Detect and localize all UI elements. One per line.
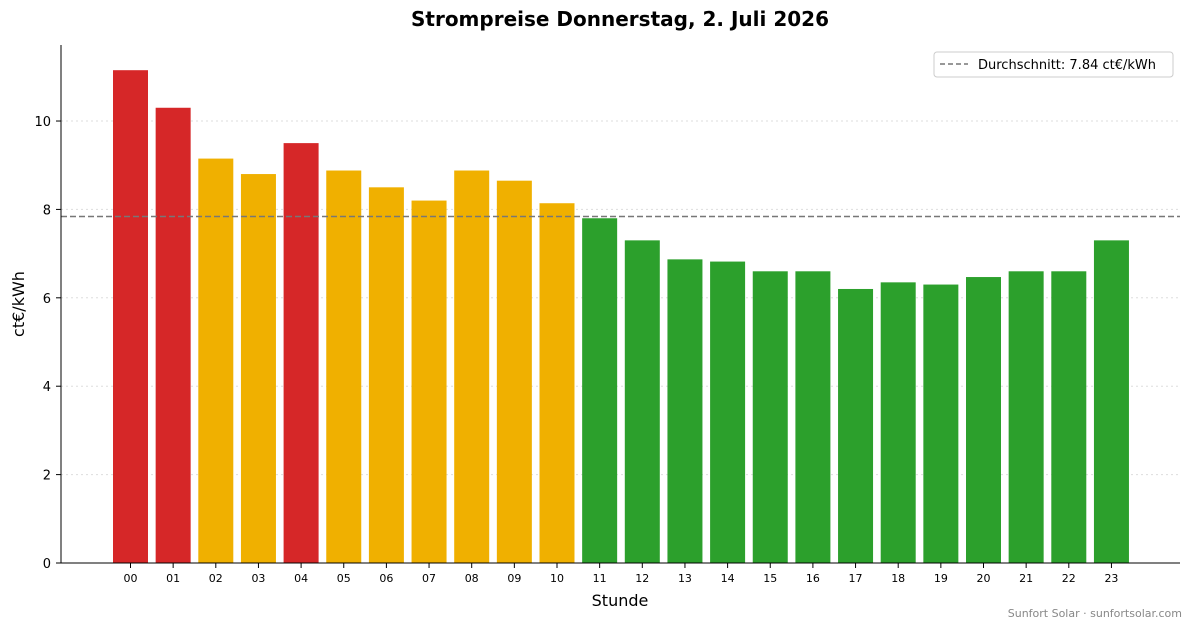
x-tick-label: 03 (251, 572, 265, 585)
x-tick-label: 07 (422, 572, 436, 585)
bar-hour-04 (283, 143, 319, 564)
legend-box (933, 51, 1174, 78)
bar-hour-01 (155, 107, 191, 563)
bar-hour-23 (1093, 240, 1129, 563)
y-tick-label: 0 (43, 557, 51, 572)
bar-hour-13 (667, 259, 703, 563)
bar-hour-17 (838, 288, 874, 563)
x-tick-label: 18 (891, 572, 905, 585)
x-tick-label: 20 (977, 572, 991, 585)
bar-hour-10 (539, 203, 575, 563)
x-tick-label: 13 (678, 572, 692, 585)
x-tick-label: 09 (507, 572, 521, 585)
y-tick-label: 10 (34, 115, 51, 130)
bar-hour-21 (1008, 271, 1044, 563)
bar-hour-00 (113, 70, 148, 563)
x-tick-label: 15 (763, 572, 777, 585)
y-tick-label: 4 (43, 380, 51, 395)
bar-hour-15 (752, 271, 788, 563)
x-tick-label: 06 (379, 572, 393, 585)
bar-hour-18 (880, 282, 916, 563)
bar-hour-07 (411, 200, 447, 564)
bar-hour-02 (198, 158, 234, 563)
bars-layer (113, 70, 1129, 564)
x-tick-label: 02 (209, 572, 223, 585)
bar-hour-06 (368, 187, 404, 563)
bar-hour-12 (624, 240, 660, 563)
x-tick-label: 11 (593, 572, 607, 585)
bar-hour-09 (496, 180, 532, 563)
legend: Durchschnitt: 7.84 ct€/kWh (933, 51, 1174, 78)
bar-hour-20 (966, 277, 1001, 563)
footer-credit: Sunfort Solar · sunfortsolar.com (1008, 607, 1182, 620)
x-tick-label: 01 (166, 572, 180, 585)
x-tick-label: 05 (337, 572, 351, 585)
x-tick-label: 22 (1062, 572, 1076, 585)
x-tick-label: 04 (294, 572, 308, 585)
x-tick-label: 16 (806, 572, 820, 585)
bar-hour-05 (326, 170, 362, 563)
x-tick-label: 19 (934, 572, 948, 585)
y-tick-label: 8 (43, 203, 51, 218)
bar-hour-03 (240, 174, 276, 563)
bar-hour-11 (582, 218, 618, 563)
x-tick-label: 10 (550, 572, 564, 585)
x-tick-label: 14 (721, 572, 735, 585)
y-axis-label: ct€/kWh (9, 271, 28, 337)
x-axis-label: Stunde (592, 591, 649, 610)
bar-hour-08 (454, 170, 490, 563)
y-tick-label: 2 (43, 469, 51, 484)
y-tick-label: 6 (43, 292, 51, 307)
axes-layer (60, 45, 1180, 564)
bar-hour-22 (1051, 271, 1087, 563)
x-tick-label: 21 (1019, 572, 1033, 585)
x-tick-label: 08 (465, 572, 479, 585)
chart-title: Strompreise Donnerstag, 2. Juli 2026 (411, 7, 829, 31)
bar-hour-19 (923, 284, 959, 563)
x-tick-label: 00 (124, 572, 138, 585)
bar-hour-16 (795, 271, 831, 563)
x-tick-label: 23 (1104, 572, 1118, 585)
x-tick-label: 17 (849, 572, 863, 585)
legend-average-label: Durchschnitt: 7.84 ct€/kWh (978, 58, 1156, 73)
bar-hour-14 (710, 261, 746, 563)
x-tick-label: 12 (635, 572, 649, 585)
